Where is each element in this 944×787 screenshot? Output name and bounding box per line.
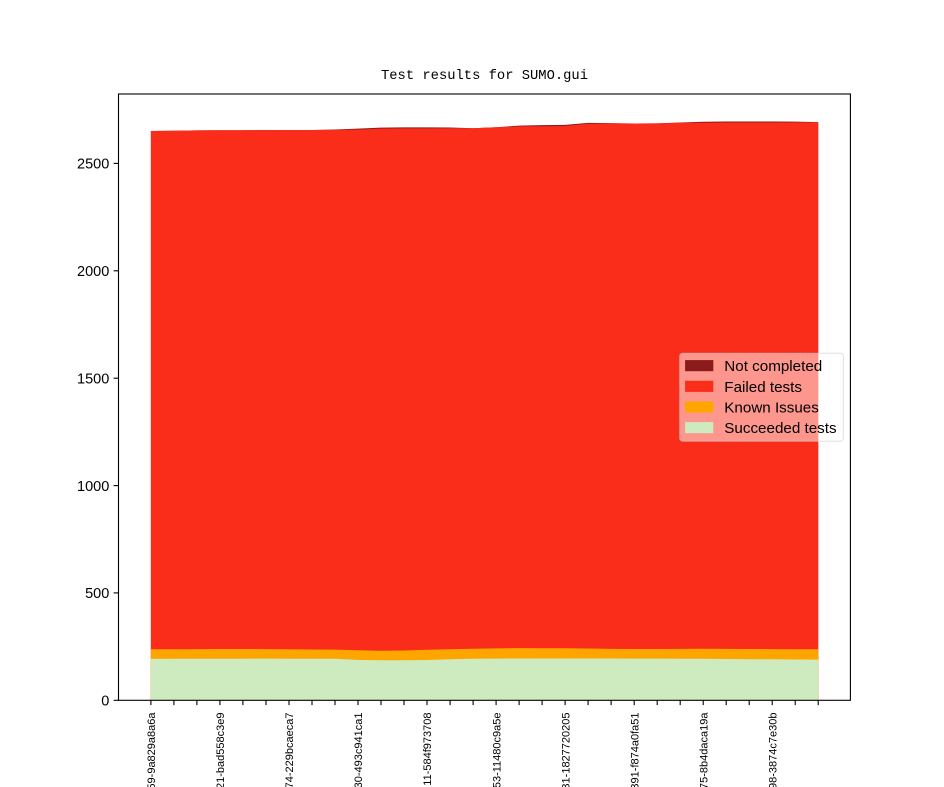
svg-text:500: 500 xyxy=(85,586,109,602)
svg-text:Known Issues: Known Issues xyxy=(724,399,819,416)
svg-text:2000: 2000 xyxy=(77,264,109,280)
svg-text:1500: 1500 xyxy=(77,371,109,387)
svg-text:2500: 2500 xyxy=(77,157,109,173)
svg-text:11-584f973708: 11-584f973708 xyxy=(422,713,434,786)
svg-text:21-bad558c3e9: 21-bad558c3e9 xyxy=(215,713,227,787)
svg-text:Failed tests: Failed tests xyxy=(724,379,802,396)
svg-text:31-1827720205: 31-1827720205 xyxy=(560,713,572,787)
svg-text:391-f874a0fa51: 391-f874a0fa51 xyxy=(629,713,641,787)
svg-text:98-3874c7e30b: 98-3874c7e30b xyxy=(767,713,779,787)
svg-text:53-11480c9a5e: 53-11480c9a5e xyxy=(491,713,503,787)
svg-text:30-493c941ca1: 30-493c941ca1 xyxy=(353,713,365,787)
svg-text:Not completed: Not completed xyxy=(724,358,822,375)
svg-text:75-8b4daca19a: 75-8b4daca19a xyxy=(698,712,710,787)
svg-text:74-229bcaeca7: 74-229bcaeca7 xyxy=(284,713,296,787)
svg-text:Succeeded tests: Succeeded tests xyxy=(724,420,837,437)
svg-text:1000: 1000 xyxy=(77,479,109,495)
svg-text:Test results for SUMO.gui: Test results for SUMO.gui xyxy=(381,68,588,84)
svg-text:59-9a829a8a6a: 59-9a829a8a6a xyxy=(146,712,158,787)
svg-text:0: 0 xyxy=(101,694,109,710)
